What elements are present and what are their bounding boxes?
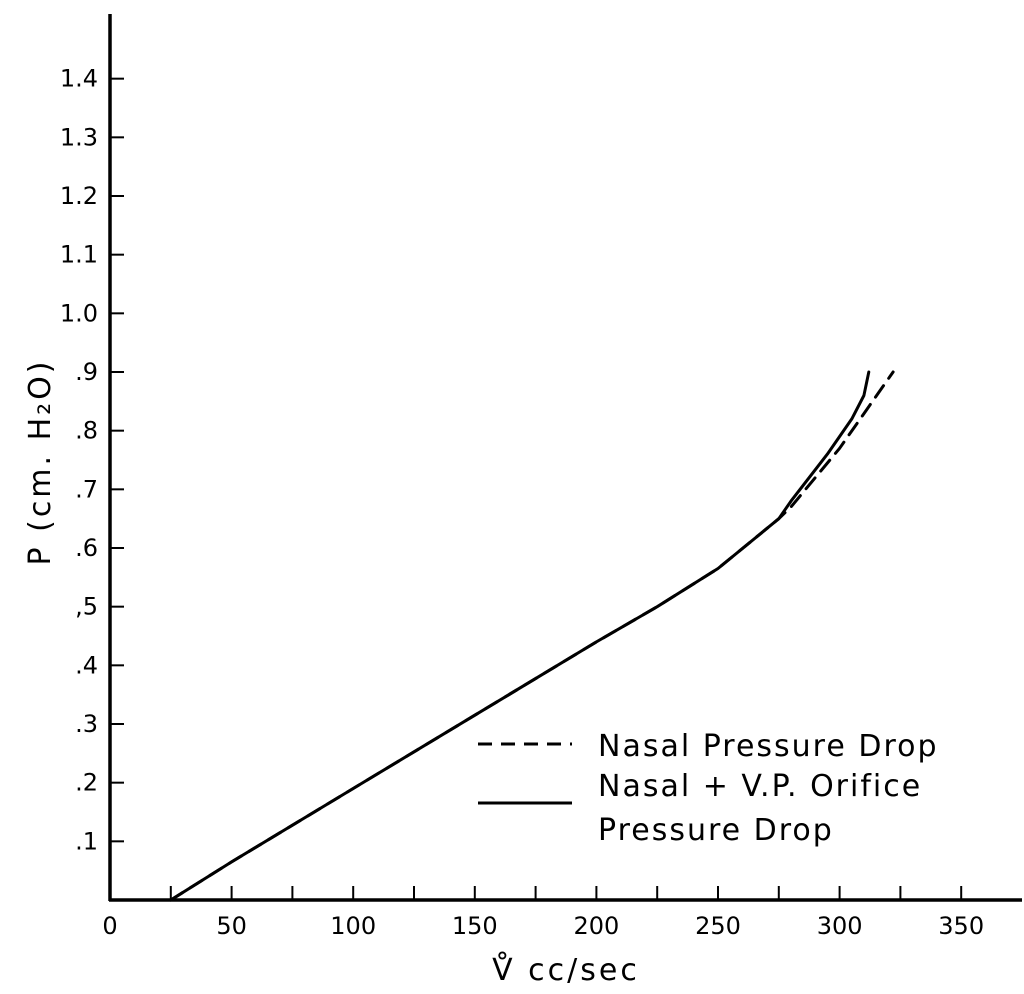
y-tick-label: 1.1	[60, 241, 98, 269]
y-tick-label: .6	[75, 534, 98, 562]
y-tick-label: ,5	[75, 593, 98, 621]
y-tick-label: .8	[75, 417, 98, 445]
x-tick-label: 250	[695, 912, 741, 940]
legend: Nasal Pressure Drop Nasal + V.P. Orifice…	[478, 729, 939, 848]
y-tick-label: .9	[75, 358, 98, 386]
legend-label-nasal: Nasal Pressure Drop	[598, 729, 939, 764]
legend-label-nasal-vp-line2: Pressure Drop	[598, 813, 834, 848]
axes	[108, 14, 1022, 902]
legend-label-nasal-vp-line1: Nasal + V.P. Orifice	[598, 769, 922, 804]
x-tick-label: 200	[573, 912, 619, 940]
x-tick-label: 0	[102, 912, 117, 940]
y-tick-label: 1.4	[60, 65, 98, 93]
y-tick-label: 1.3	[60, 123, 98, 151]
y-tick-label: 1.2	[60, 182, 98, 210]
y-tick-label: .4	[75, 651, 98, 679]
series-lines	[169, 370, 895, 902]
x-axis-title: V̊ cc/sec	[492, 952, 640, 988]
x-tick-label: 150	[452, 912, 498, 940]
x-tick-label: 50	[216, 912, 247, 940]
x-tick-label: 350	[938, 912, 984, 940]
y-axis-title: P (cm. H₂O)	[23, 358, 58, 565]
x-ticks: 0 50 100 150 200 250 300 350	[102, 886, 984, 940]
y-tick-label: .1	[75, 827, 98, 855]
y-ticks: .1 .2 .3 .4 ,5 .6 .7 .8 .9 1.0 1.1 1.2 1.3 1.4	[60, 65, 124, 855]
x-tick-label: 100	[330, 912, 376, 940]
x-tick-label: 300	[817, 912, 863, 940]
y-tick-label: .7	[75, 475, 98, 503]
series-line-nasal-vp-orifice	[169, 370, 871, 902]
y-tick-label: .2	[75, 769, 98, 797]
y-tick-label: 1.0	[60, 299, 98, 327]
y-tick-label: .3	[75, 710, 98, 738]
